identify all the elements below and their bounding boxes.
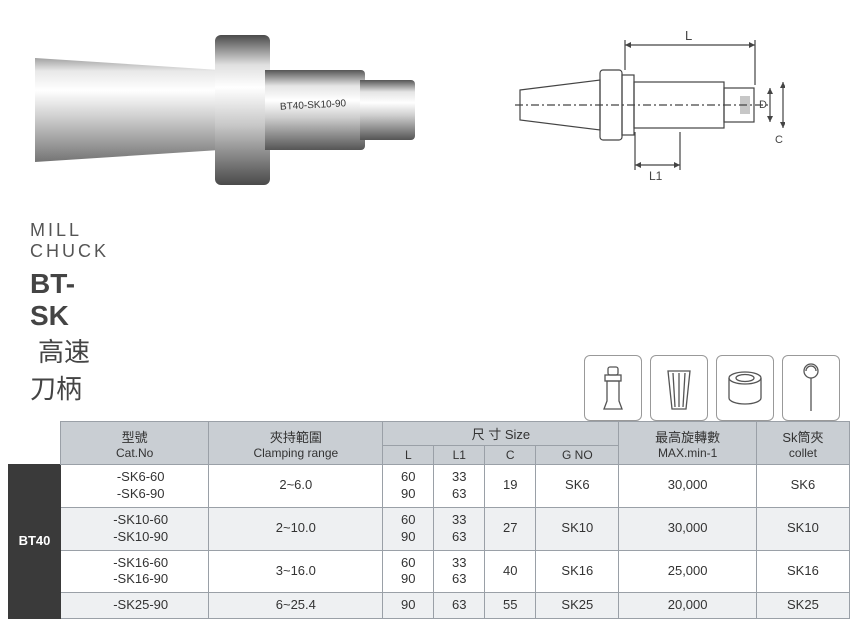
cell-C: 55 [485,593,536,619]
spec-tbody: BT40 -SK6-60 -SK6-90 2~6.0 60 90 33 63 1… [9,465,850,619]
cell-G: SK16 [536,550,619,593]
cell-cat: -SK10-60 -SK10-90 [61,507,209,550]
hdr-clamp: 夾持範圍 Clamping range [209,422,383,465]
hdr-collet: Sk筒夾 collet [756,422,849,465]
cell-rpm: 20,000 [619,593,756,619]
cell-L1: 33 63 [434,550,485,593]
cell-L: 60 90 [383,550,434,593]
dim-C: C [775,134,783,146]
product-photo: BT40-SK10-90 [10,10,460,210]
spec-table-wrap: 型號 Cat.No 夾持範圍 Clamping range 尺 寸 Size 最… [0,421,860,619]
title-block: MILL CHUCK BT-SK 高速刀柄 [0,210,109,421]
cell-C: 27 [485,507,536,550]
dim-D: D [759,99,767,111]
cell-clamp: 6~25.4 [209,593,383,619]
cell-C: 40 [485,550,536,593]
chuck-render: BT40-SK10-90 [35,25,435,195]
cell-G: SK10 [536,507,619,550]
hdr-L: L [383,446,434,465]
accessory-pull-stud [584,355,642,421]
accessory-wrench [782,355,840,421]
cell-collet: SK6 [756,465,849,508]
cell-cat: -SK6-60 -SK6-90 [61,465,209,508]
accessory-collet [650,355,708,421]
spec-table: 型號 Cat.No 夾持範圍 Clamping range 尺 寸 Size 最… [8,421,850,619]
hdr-C: C [485,446,536,465]
hdr-L1: L1 [434,446,485,465]
series-badge: BT40 [9,465,61,619]
dim-L: L [685,28,692,43]
cell-L: 90 [383,593,434,619]
cell-L: 60 90 [383,465,434,508]
hdr-cat: 型號 Cat.No [61,422,209,465]
cell-G: SK25 [536,593,619,619]
hdr-size: 尺 寸 Size [383,422,619,446]
title-cn: 高速刀柄 [30,337,90,404]
cell-L1: 63 [434,593,485,619]
subtitle: MILL CHUCK [30,220,109,262]
top-region: BT40-SK10-90 [0,0,860,210]
cell-rpm: 25,000 [619,550,756,593]
diagram-area: L L1 D C [460,10,840,210]
hdr-G: G NO [536,446,619,465]
cell-clamp: 2~6.0 [209,465,383,508]
hdr-rpm: 最高旋轉數 MAX.min-1 [619,422,756,465]
cell-cat: -SK25-90 [61,593,209,619]
cell-collet: SK25 [756,593,849,619]
cell-clamp: 3~16.0 [209,550,383,593]
technical-drawing: L L1 D C [515,20,785,190]
main-title: BT-SK 高速刀柄 [30,268,109,406]
cell-collet: SK10 [756,507,849,550]
cell-clamp: 2~10.0 [209,507,383,550]
cell-L1: 33 63 [434,465,485,508]
cell-L1: 33 63 [434,507,485,550]
cell-G: SK6 [536,465,619,508]
cell-collet: SK16 [756,550,849,593]
cell-rpm: 30,000 [619,507,756,550]
cell-L: 60 90 [383,507,434,550]
cell-C: 19 [485,465,536,508]
cell-cat: -SK16-60 -SK16-90 [61,550,209,593]
dim-L1: L1 [649,169,663,183]
cell-rpm: 30,000 [619,465,756,508]
accessory-row [109,355,860,421]
accessory-nut [716,355,774,421]
model-prefix: BT-SK [30,268,75,331]
